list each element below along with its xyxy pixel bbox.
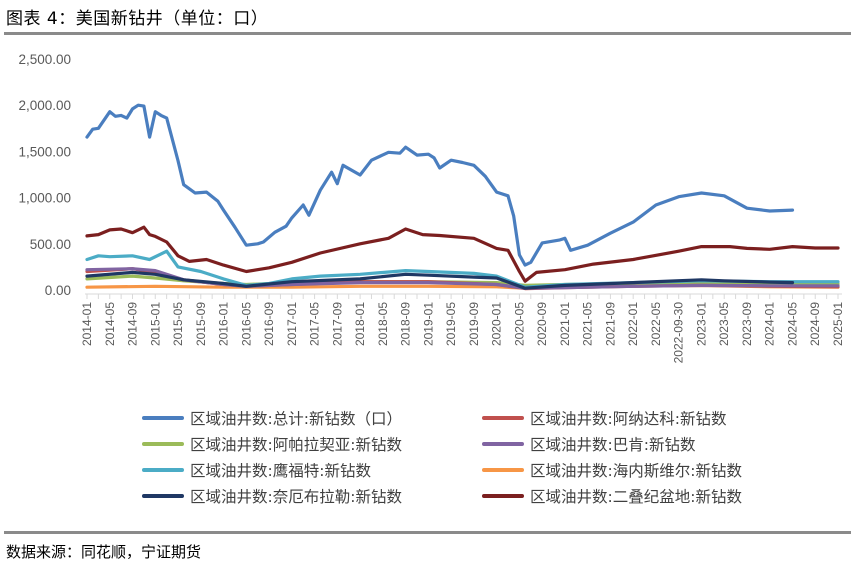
x-tick-label: 2019-01 bbox=[421, 302, 435, 346]
x-tick-label: 2023-05 bbox=[717, 302, 731, 346]
y-tick-label: 500.00 bbox=[30, 237, 71, 252]
y-tick-label: 0.00 bbox=[45, 283, 71, 298]
x-tick-label: 2023-01 bbox=[694, 302, 708, 346]
x-tick-label: 2024-01 bbox=[763, 302, 777, 346]
x-tick-label: 2017-05 bbox=[308, 302, 322, 346]
x-tick-label: 2021-01 bbox=[558, 302, 572, 346]
x-tick-label: 2021-05 bbox=[581, 302, 595, 346]
line-chart: 0.00 500.00 1,000.00 1,500.00 2,000.00 2,500.… bbox=[18, 52, 845, 364]
chart-title: 图表 4：美国新钻井（单位：口） bbox=[6, 9, 269, 29]
x-tick-label: 2025-01 bbox=[831, 302, 845, 346]
y-axis: 0.00 500.00 1,000.00 1,500.00 2,000.00 2,500.… bbox=[18, 52, 71, 298]
legend-item-permian: 区域油井数:二叠纪盆地:新钻数 bbox=[482, 484, 782, 508]
legend-item-anadarko: 区域油井数:阿纳达科:新钻数 bbox=[482, 406, 782, 430]
x-tick-label: 2018-01 bbox=[353, 302, 367, 346]
y-tick-label: 2,500.00 bbox=[18, 52, 71, 67]
x-tick-label: 2017-01 bbox=[285, 302, 299, 346]
x-tick-label: 2016-01 bbox=[217, 302, 231, 346]
x-tick-label: 2016-05 bbox=[239, 302, 253, 346]
legend-swatch bbox=[142, 468, 184, 472]
series-line bbox=[85, 225, 840, 283]
x-tick-label: 2021-09 bbox=[603, 302, 617, 346]
x-tick-label: 2019-09 bbox=[467, 302, 481, 346]
x-tick-label: 2020-05 bbox=[512, 302, 526, 346]
x-axis: 2014-01 2014-05 2014-09 2015-01 2015-05 2015-… bbox=[80, 293, 845, 364]
legend-swatch bbox=[482, 416, 524, 420]
y-tick-label: 2,000.00 bbox=[18, 98, 71, 113]
legend-item-appalachia: 区域油井数:阿帕拉契亚:新钻数 bbox=[142, 432, 482, 456]
x-tick-label: 2024-09 bbox=[808, 302, 822, 346]
x-tick-label: 2022-05 bbox=[649, 302, 663, 346]
x-tick-label: 2015-01 bbox=[148, 302, 162, 346]
x-tick-label: 2018-09 bbox=[399, 302, 413, 346]
x-tick-label: 2022-09-30 bbox=[672, 302, 686, 364]
data-source: 数据来源：同花顺，宁证期货 bbox=[6, 543, 202, 561]
legend-swatch bbox=[142, 416, 184, 420]
series-lines bbox=[85, 103, 840, 291]
legend-swatch bbox=[142, 442, 184, 446]
x-tick-label: 2015-05 bbox=[171, 302, 185, 346]
bottom-divider bbox=[4, 531, 851, 534]
legend-swatch bbox=[482, 468, 524, 472]
x-tick-label: 2014-05 bbox=[103, 302, 117, 346]
x-tick-label: 2020-09 bbox=[535, 302, 549, 346]
series-line bbox=[85, 103, 795, 267]
y-tick-label: 1,000.00 bbox=[18, 191, 71, 206]
x-tick-label: 2017-09 bbox=[330, 302, 344, 346]
x-tick-label: 2018-05 bbox=[376, 302, 390, 346]
legend-item-eagle-ford: 区域油井数:鹰福特:新钻数 bbox=[142, 458, 482, 482]
y-tick-label: 1,500.00 bbox=[18, 144, 71, 159]
legend-swatch bbox=[482, 442, 524, 446]
x-tick-label: 2024-05 bbox=[785, 302, 799, 346]
x-tick-label: 2022-01 bbox=[626, 302, 640, 346]
legend-swatch bbox=[142, 494, 184, 498]
legend-item-haynesville: 区域油井数:海内斯维尔:新钻数 bbox=[482, 458, 782, 482]
series-line bbox=[85, 267, 840, 290]
x-tick-label: 2020-01 bbox=[490, 302, 504, 346]
legend: 区域油井数:总计:新钻数（口） 区域油井数:阿纳达科:新钻数 区域油井数:阿帕拉… bbox=[142, 406, 782, 508]
series-line bbox=[85, 270, 795, 290]
x-tick-label: 2014-01 bbox=[80, 302, 94, 346]
legend-swatch bbox=[482, 494, 524, 498]
legend-item-niobrara: 区域油井数:奈厄布拉勒:新钻数 bbox=[142, 484, 482, 508]
legend-item-total: 区域油井数:总计:新钻数（口） bbox=[142, 406, 482, 430]
legend-item-bakken: 区域油井数:巴肯:新钻数 bbox=[482, 432, 782, 456]
x-tick-label: 2019-05 bbox=[444, 302, 458, 346]
x-tick-label: 2014-09 bbox=[126, 302, 140, 346]
x-tick-label: 2016-09 bbox=[262, 302, 276, 346]
x-tick-label: 2015-09 bbox=[194, 302, 208, 346]
x-tick-label: 2023-09 bbox=[740, 302, 754, 346]
top-divider bbox=[4, 32, 851, 35]
